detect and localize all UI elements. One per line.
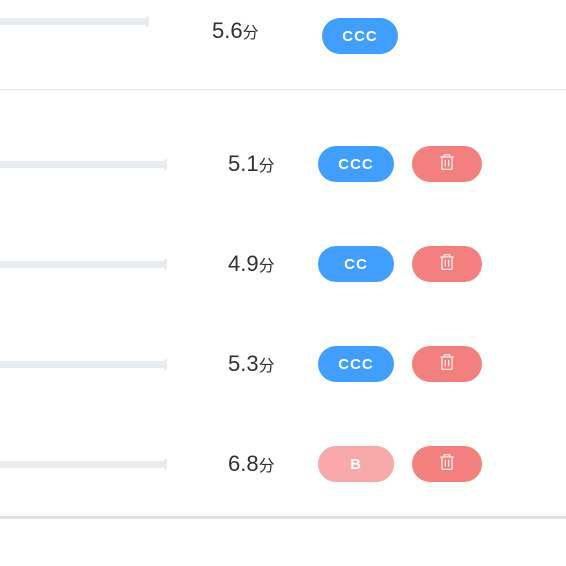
slider-end-tick <box>164 359 167 370</box>
delete-button[interactable] <box>412 246 482 282</box>
delete-button[interactable] <box>412 346 482 382</box>
slider[interactable] <box>0 261 166 268</box>
list-item: 5.3分 CCC <box>0 314 566 414</box>
slider[interactable] <box>0 18 148 25</box>
header-row: 5.6分 CCC <box>0 0 566 90</box>
slider-track <box>0 361 166 368</box>
score-value: 5.3分 <box>228 351 294 377</box>
rating-badge[interactable]: CCC <box>318 146 394 182</box>
slider-track <box>0 18 148 25</box>
slider[interactable] <box>0 361 166 368</box>
rating-badge[interactable]: CCC <box>322 18 398 54</box>
bottom-divider <box>0 516 566 519</box>
slider[interactable] <box>0 461 166 468</box>
rating-badge[interactable]: CC <box>318 246 394 282</box>
slider-end-tick <box>164 259 167 270</box>
slider-end-tick <box>164 159 167 170</box>
slider-track <box>0 461 166 468</box>
trash-icon <box>438 253 456 276</box>
trash-icon <box>438 353 456 376</box>
slider-track <box>0 161 166 168</box>
list-item: 5.1分 CCC <box>0 114 566 214</box>
rating-badge[interactable]: B <box>318 446 394 482</box>
delete-button[interactable] <box>412 446 482 482</box>
score-value: 5.1分 <box>228 151 294 177</box>
list-item: 4.9分 CC <box>0 214 566 314</box>
slider-end-tick <box>146 16 149 27</box>
list-item: 6.8分 B <box>0 414 566 514</box>
slider-track <box>0 261 166 268</box>
rating-badge[interactable]: CCC <box>318 346 394 382</box>
delete-button[interactable] <box>412 146 482 182</box>
slider[interactable] <box>0 161 166 168</box>
slider-end-tick <box>164 459 167 470</box>
score-value: 5.6分 <box>212 18 278 44</box>
trash-icon <box>438 453 456 476</box>
score-value: 4.9分 <box>228 251 294 277</box>
trash-icon <box>438 153 456 176</box>
score-value: 6.8分 <box>228 451 294 477</box>
rows-group: 5.1分 CCC 4.9分 CC 5.3分 CCC 6.8分 B <box>0 90 566 514</box>
